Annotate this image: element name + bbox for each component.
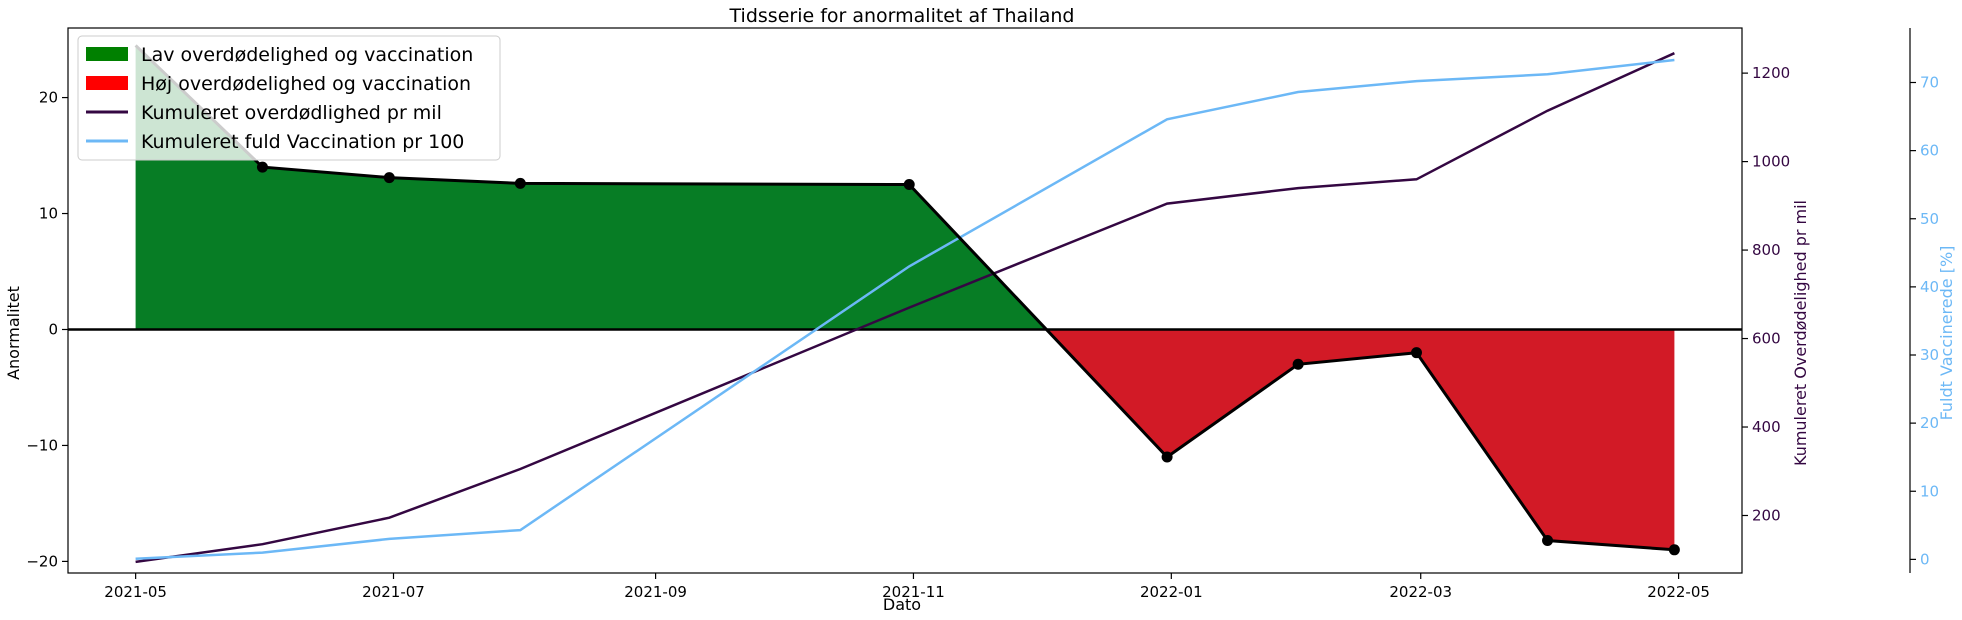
- series-lines: [68, 44, 1742, 564]
- y3-tick-label: 30: [1920, 346, 1939, 364]
- vaccination-line: [135, 58, 1675, 560]
- anomaly-markers: [256, 161, 1680, 556]
- y2-axis-label: Kumuleret Overdødelighed pr mil: [1791, 200, 1810, 466]
- legend-box: [77, 35, 501, 161]
- y2-tick-label: 1000: [1752, 153, 1790, 171]
- legend-label: Kumuleret overdødlighed pr mil: [141, 102, 442, 124]
- legend: Lav overdødelighed og vaccination Høj ove…: [77, 35, 501, 161]
- negative-anomaly-area: [1046, 329, 1675, 550]
- anomaly-point: [514, 177, 526, 189]
- y-tick-label: −10: [26, 436, 58, 454]
- x-axis-label: Dato: [883, 595, 921, 614]
- x-tick-label: 2021-09: [624, 583, 687, 601]
- anomaly-point: [1542, 535, 1554, 547]
- x-tick-label: 2021-11: [882, 583, 945, 601]
- y-tick-label: 10: [39, 205, 58, 223]
- y2-tick-label: 600: [1752, 330, 1781, 348]
- y2-tick-label: 400: [1752, 418, 1781, 436]
- anomaly-fill-areas: [135, 45, 1675, 550]
- anomaly-point: [256, 161, 268, 173]
- y2-tick-label: 200: [1752, 506, 1781, 524]
- y2-tick-label: 800: [1752, 241, 1781, 259]
- anomaly-point: [903, 179, 915, 191]
- x-tick-label: 2021-05: [104, 583, 167, 601]
- y3-tick-label: 40: [1920, 278, 1939, 296]
- plot-frame: [67, 27, 1743, 574]
- y3-tick-label: 0: [1920, 550, 1930, 568]
- excess-mortality-line: [135, 52, 1675, 564]
- y3-tick-label: 50: [1920, 210, 1939, 228]
- legend-label: Høj overdødelighed og vaccination: [141, 73, 471, 95]
- legend-swatch: [86, 76, 128, 90]
- y2-tick-label: 1200: [1752, 64, 1790, 82]
- y3-tick-label: 70: [1920, 74, 1939, 92]
- x-tick-label: 2022-01: [1140, 583, 1203, 601]
- positive-anomaly-area: [135, 45, 1047, 330]
- x-tick-label: 2022-03: [1389, 583, 1452, 601]
- tick-labels: 2021-05 2021-07 2021-09 2021-11 2022-01 2022-…: [26, 64, 1939, 601]
- anomaly-point: [1161, 451, 1173, 463]
- y-tick-label: −20: [26, 552, 58, 570]
- y-axis-label: Anormalitet: [4, 286, 23, 380]
- x-tick-label: 2021-07: [362, 583, 425, 601]
- anomaly-point: [1411, 347, 1422, 359]
- y3-tick-label: 10: [1920, 482, 1939, 500]
- y-tick-label: 0: [48, 320, 58, 338]
- anomaly-point: [1668, 544, 1680, 556]
- legend-label: Lav overdødelighed og vaccination: [141, 44, 473, 66]
- y3-tick-label: 20: [1920, 414, 1939, 432]
- legend-label: Kumuleret fuld Vaccination pr 100: [141, 131, 464, 153]
- anomaly-point: [1292, 358, 1304, 370]
- chart-title: Tidsserie for anormalitet af Thailand: [729, 5, 1075, 27]
- anomaly-line: [134, 44, 1675, 552]
- y3-axis-label: Fuldt Vaccinerede [%]: [1937, 246, 1956, 421]
- y3-tick-label: 60: [1920, 142, 1939, 160]
- legend-swatch: [86, 47, 128, 61]
- anomaly-point: [383, 172, 395, 184]
- y-tick-label: 20: [39, 89, 58, 107]
- axes: [62, 27, 1916, 579]
- x-tick-label: 2022-05: [1647, 583, 1710, 601]
